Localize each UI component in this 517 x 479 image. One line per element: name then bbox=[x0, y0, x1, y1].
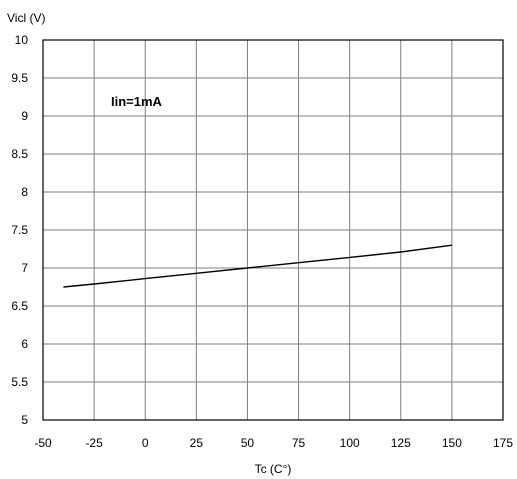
x-tick-label: -50 bbox=[34, 436, 52, 450]
x-tick-label: 50 bbox=[241, 436, 255, 450]
x-tick-label: 0 bbox=[142, 436, 149, 450]
y-axis-title: Vicl (V) bbox=[7, 11, 45, 25]
y-tick-label: 7 bbox=[21, 261, 28, 275]
y-tick-label: 7.5 bbox=[11, 223, 28, 237]
x-axis-title: Tc (C°) bbox=[255, 462, 292, 476]
y-tick-label: 10 bbox=[15, 33, 29, 47]
x-tick-label: -25 bbox=[85, 436, 103, 450]
y-tick-label: 5 bbox=[21, 413, 28, 427]
series-line bbox=[63, 244, 452, 288]
plot-frame bbox=[42, 39, 504, 421]
x-tick-label: 75 bbox=[292, 436, 306, 450]
y-tick-label: 9 bbox=[21, 109, 28, 123]
y-tick-labels: 10 9.5 9 8.5 8 7.5 7 6.5 6 5.5 5 bbox=[11, 33, 28, 427]
y-tick-label: 6 bbox=[21, 337, 28, 351]
x-tick-label: 100 bbox=[340, 436, 360, 450]
x-tick-labels: -50 -25 0 25 50 75 100 125 150 175 bbox=[34, 436, 513, 450]
y-tick-label: 8.5 bbox=[11, 147, 28, 161]
x-tick-label: 175 bbox=[493, 436, 513, 450]
x-tick-label: 125 bbox=[391, 436, 411, 450]
y-tick-label: 9.5 bbox=[11, 71, 28, 85]
gridlines bbox=[43, 40, 503, 420]
x-tick-label: 25 bbox=[190, 436, 204, 450]
y-tick-label: 8 bbox=[21, 185, 28, 199]
x-tick-label: 150 bbox=[442, 436, 462, 450]
y-tick-label: 6.5 bbox=[11, 299, 28, 313]
current-annotation: Iin=1mA bbox=[111, 94, 163, 109]
series-group bbox=[63, 244, 452, 288]
y-tick-label: 5.5 bbox=[11, 375, 28, 389]
